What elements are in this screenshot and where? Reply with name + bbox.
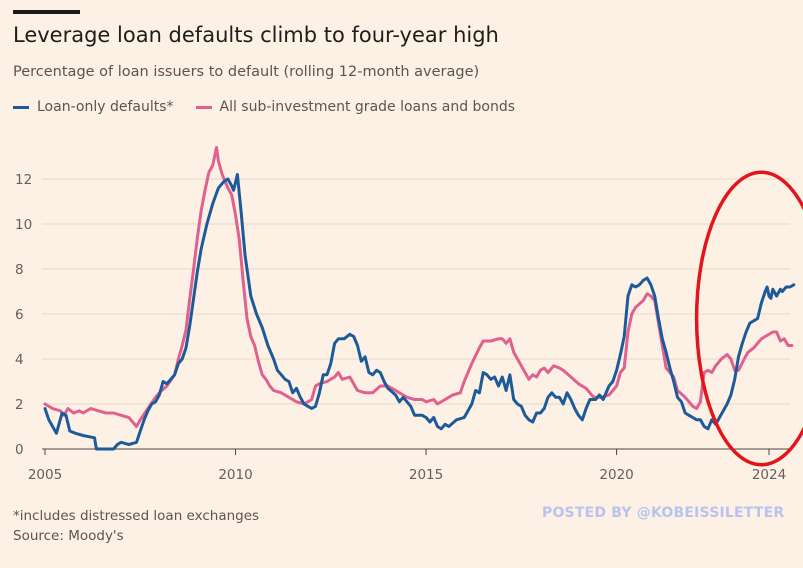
legend-swatch-loan-only xyxy=(13,105,29,109)
source-note: Source: Moody's xyxy=(13,528,124,544)
x-tick-label-2005: 2005 xyxy=(28,467,62,483)
y-tick-label-6: 6 xyxy=(15,307,24,323)
watermark: POSTED BY @KOBEISSILETTER xyxy=(542,505,785,521)
legend-swatch-all-sub-ig xyxy=(195,105,212,109)
x-axis: 2005 2010 2015 2020 2024 xyxy=(28,448,790,483)
legend-label-loan-only: Loan-only defaults* xyxy=(37,99,174,115)
x-tick-label-2020: 2020 xyxy=(599,467,633,483)
chart-title: Leverage loan defaults climb to four-yea… xyxy=(13,23,499,47)
y-tick-label-10: 10 xyxy=(15,217,32,233)
y-tick-label-8: 8 xyxy=(15,262,24,278)
y-tick-label-2: 2 xyxy=(15,397,24,413)
footnote: *includes distressed loan exchanges xyxy=(13,508,260,524)
legend-item-all-sub-ig: All sub-investment grade loans and bonds xyxy=(195,99,516,115)
legend: Loan-only defaults* All sub-investment g… xyxy=(13,99,537,115)
x-tick-label-2015: 2015 xyxy=(409,467,443,483)
series-line-loan-only xyxy=(43,173,796,451)
legend-item-loan-only: Loan-only defaults* xyxy=(13,99,174,115)
annotation-circle xyxy=(694,170,803,467)
top-accent-bar xyxy=(13,10,80,14)
chart-subtitle: Percentage of loan issuers to default (r… xyxy=(13,64,480,80)
legend-label-all-sub-ig: All sub-investment grade loans and bonds xyxy=(219,99,516,115)
y-tick-label-12: 12 xyxy=(15,172,32,188)
y-tick-label-4: 4 xyxy=(15,352,24,368)
y-tick-label-0: 0 xyxy=(15,442,24,458)
gridlines xyxy=(42,178,790,405)
x-tick-label-2010: 2010 xyxy=(218,467,252,483)
x-tick-label-2024: 2024 xyxy=(752,467,786,483)
y-axis-tick-labels: 0 2 4 6 8 10 12 xyxy=(15,172,32,458)
annotation-layer xyxy=(694,170,803,467)
series-lines xyxy=(43,146,796,451)
series-line-all-sub-ig xyxy=(43,146,794,428)
